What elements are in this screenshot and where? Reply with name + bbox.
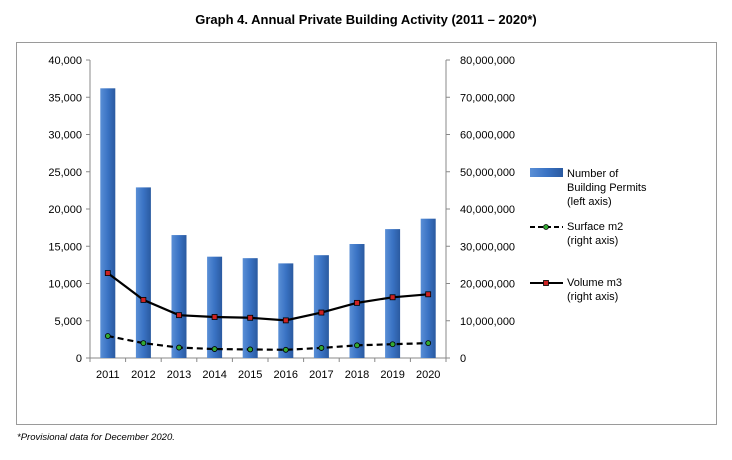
point-volume: [282, 317, 289, 324]
point-surface: [354, 342, 360, 349]
footnote: *Provisional data for December 2020.: [17, 432, 175, 443]
legend-label-surface: Surface m2: [567, 221, 623, 233]
right-tick-label: 60,000,000: [460, 130, 515, 142]
point-volume: [425, 291, 432, 298]
point-surface: [318, 345, 325, 351]
point-volume: [318, 309, 325, 316]
right-tick-label: 40,000,000: [460, 204, 515, 216]
legend-marker-volume: [543, 280, 549, 286]
x-tick-label: 2017: [309, 369, 333, 381]
right-tick-label: 50,000,000: [460, 167, 515, 179]
point-surface: [211, 346, 218, 352]
left-tick-label: 25,000: [48, 167, 82, 179]
left-tick-label: 30,000: [48, 130, 82, 142]
bar-building-permits: [313, 255, 329, 358]
right-tick-label: 0: [460, 353, 466, 365]
point-surface: [425, 340, 432, 347]
point-surface: [389, 341, 396, 348]
right-tick-label: 10,000,000: [460, 316, 515, 328]
legend-marker-surface: [543, 224, 549, 230]
point-volume: [140, 296, 147, 303]
x-tick-label: 2020: [416, 369, 440, 381]
x-tick-label: 2018: [345, 369, 369, 381]
point-surface: [247, 346, 254, 353]
right-tick-label: 20,000,000: [460, 279, 515, 291]
bar-building-permits: [135, 187, 151, 358]
point-volume: [211, 314, 218, 320]
legend-swatch-building-permits: [530, 168, 563, 177]
point-volume: [354, 299, 360, 306]
left-tick-label: 20,000: [48, 204, 82, 216]
left-tick-label: 15,000: [48, 241, 82, 253]
point-volume: [247, 314, 254, 321]
bar-building-permits: [242, 258, 258, 358]
point-surface: [282, 346, 289, 353]
x-tick-label: 2015: [238, 369, 262, 381]
point-surface: [104, 333, 111, 339]
bar-building-permits: [278, 263, 294, 358]
line-surface: [107, 334, 429, 351]
x-tick-label: 2012: [131, 369, 155, 381]
bar-building-permits: [385, 229, 401, 358]
right-tick-label: 30,000,000: [460, 241, 515, 253]
point-volume: [176, 312, 182, 319]
left-tick-label: 35,000: [48, 92, 82, 104]
chart-title: Graph 4. Annual Private Building Activit…: [195, 12, 537, 27]
x-tick-label: 2013: [167, 369, 191, 381]
left-tick-label: 0: [76, 353, 82, 365]
x-tick-label: 2016: [274, 369, 298, 381]
bar-building-permits: [100, 88, 116, 358]
bar-building-permits: [420, 218, 436, 358]
x-tick-label: 2019: [380, 369, 404, 381]
legend-label-volume: (right axis): [567, 291, 618, 303]
x-tick-label: 2014: [202, 369, 226, 381]
legend-label-building-permits: (left axis): [567, 196, 612, 208]
left-tick-label: 10,000: [48, 279, 82, 291]
x-tick-label: 2011: [96, 369, 120, 381]
point-volume: [104, 270, 111, 276]
legend-label-building-permits: Building Permits: [567, 182, 647, 194]
point-volume: [389, 294, 396, 301]
legend-label-building-permits: Number of: [567, 168, 619, 180]
point-surface: [140, 340, 147, 347]
left-tick-label: 40,000: [48, 55, 82, 67]
chart-frame: [16, 42, 717, 425]
bar-building-permits: [171, 235, 187, 358]
point-surface: [176, 344, 182, 351]
right-tick-label: 70,000,000: [460, 92, 515, 104]
line-volume: [107, 272, 429, 322]
left-tick-label: 5,000: [54, 316, 82, 328]
right-tick-label: 80,000,000: [460, 55, 515, 67]
legend-label-volume: Volume m3: [567, 277, 622, 289]
legend-label-surface: (right axis): [567, 235, 618, 247]
bar-building-permits: [207, 256, 223, 358]
